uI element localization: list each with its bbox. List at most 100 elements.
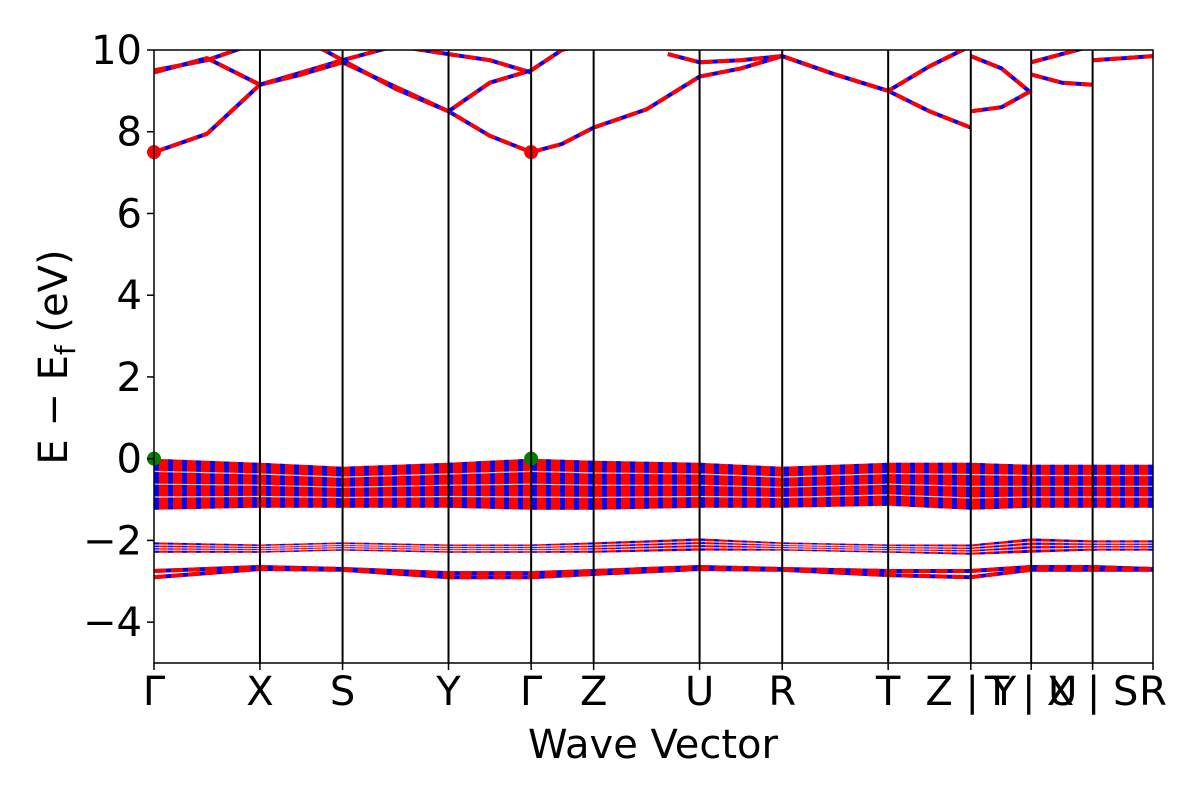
x-tick-label: X | S [1047, 669, 1139, 715]
manifold-stripe [448, 458, 453, 510]
band-line-dashed-6 [1030, 50, 1086, 65]
manifold-stripe [350, 458, 355, 510]
manifold-stripe [392, 458, 397, 510]
manifold-stripe [588, 458, 593, 510]
y-tick-label: 2 [117, 355, 142, 401]
manifold-stripe [574, 458, 579, 510]
manifold-stripe [1092, 458, 1097, 510]
band-line-dashed-5 [970, 54, 1033, 95]
manifold-stripe [966, 458, 971, 510]
manifold-stripe [1134, 458, 1139, 510]
x-tick-label: R [1139, 669, 1167, 715]
manifold-stripe [462, 458, 467, 510]
manifold-stripe [854, 458, 859, 510]
manifold-stripe [784, 458, 789, 510]
manifold-stripe [364, 458, 369, 510]
manifold-stripe [490, 538, 495, 555]
manifold-stripe [434, 458, 439, 510]
manifold-stripe [672, 538, 677, 555]
manifold-stripe [798, 458, 803, 510]
plot-frame [153, 49, 1154, 664]
manifold-stripe [588, 538, 593, 555]
manifold-stripe [756, 458, 761, 510]
manifold-stripe [560, 538, 565, 555]
x-tick-label: Γ [143, 669, 166, 715]
manifold-stripe [168, 538, 173, 555]
manifold-stripe [658, 538, 663, 555]
manifold-stripe [630, 458, 635, 510]
x-axis-label: Wave Vector [528, 722, 779, 768]
y-axis-label: E − Ef (eV) [31, 249, 82, 464]
manifold-stripe [1134, 538, 1139, 555]
y-axis: −4 −2 0 2 4 6 8 10 [83, 28, 154, 646]
manifold-stripe [686, 458, 691, 510]
manifold-stripe [1064, 538, 1069, 555]
band-line-dashed-7 [1030, 72, 1093, 87]
manifold-stripe [518, 458, 523, 510]
x-tick-label: T | U [984, 669, 1078, 715]
manifold-stripe [658, 458, 663, 510]
manifold-stripe [252, 458, 257, 510]
band-line-dashed-0 [154, 54, 972, 155]
manifold-stripe [518, 538, 523, 555]
manifold-stripe [476, 458, 481, 510]
y-axis-label-main: E − E [31, 355, 77, 465]
manifold-stripe [924, 458, 929, 510]
manifold-stripe [1022, 458, 1027, 510]
y-axis-label-sub: f [49, 344, 82, 355]
x-tick-label: X [246, 669, 273, 715]
manifold-stripe [378, 538, 383, 555]
manifold-stripe [938, 458, 943, 510]
manifold-stripe [462, 538, 467, 555]
manifold-stripe [154, 538, 159, 555]
manifold-stripe [1106, 538, 1111, 555]
manifold-stripe [1148, 538, 1153, 555]
manifold-stripe [224, 458, 229, 510]
manifold-stripe [210, 538, 215, 555]
manifold-stripe [728, 458, 733, 510]
manifold-stripe [602, 458, 607, 510]
x-tick-label: Y [435, 669, 461, 715]
manifold-stripe [490, 458, 495, 510]
manifold-stripe [994, 458, 999, 510]
manifold-stripe [308, 538, 313, 555]
manifold-stripe [1078, 538, 1083, 555]
manifold-stripe [392, 538, 397, 555]
band-line-dashed-1 [154, 50, 570, 114]
manifold-stripe [476, 538, 481, 555]
manifold-stripe [1036, 458, 1041, 510]
manifold-stripe [1120, 458, 1125, 510]
valence-manifold-1 [154, 538, 1153, 555]
manifold-stripe [322, 458, 327, 510]
manifold-stripe [294, 538, 299, 555]
manifold-stripe [742, 458, 747, 510]
y-axis-label-unit: (eV) [31, 249, 77, 345]
manifold-stripe [672, 458, 677, 510]
manifold-stripe [294, 458, 299, 510]
manifold-stripe [826, 538, 831, 555]
manifold-stripe [196, 538, 201, 555]
manifold-stripe [378, 458, 383, 510]
manifold-stripe [1148, 458, 1153, 510]
y-tick-label: −4 [83, 600, 142, 646]
x-tick-label: R [768, 669, 796, 715]
manifold-stripe [1064, 458, 1069, 510]
manifold-stripe [686, 538, 691, 555]
manifold-stripe [1036, 538, 1041, 555]
manifold-stripe [994, 538, 999, 555]
manifold-stripe [840, 458, 845, 510]
x-tick-label: Z [580, 669, 607, 715]
y-tick-label: 6 [117, 191, 142, 237]
x-tick-label: U [685, 669, 714, 715]
manifold-stripe [980, 458, 985, 510]
manifold-stripe [728, 538, 733, 555]
bands-layer [154, 50, 1153, 580]
manifold-stripe [238, 458, 243, 510]
x-tick-label: S [330, 669, 355, 715]
valence-manifold-0 [154, 458, 1153, 510]
manifold-stripe [616, 458, 621, 510]
manifold-stripe [406, 538, 411, 555]
manifold-stripe [700, 458, 705, 510]
y-tick-label: 8 [117, 110, 142, 156]
x-tick-label: Γ [520, 669, 543, 715]
